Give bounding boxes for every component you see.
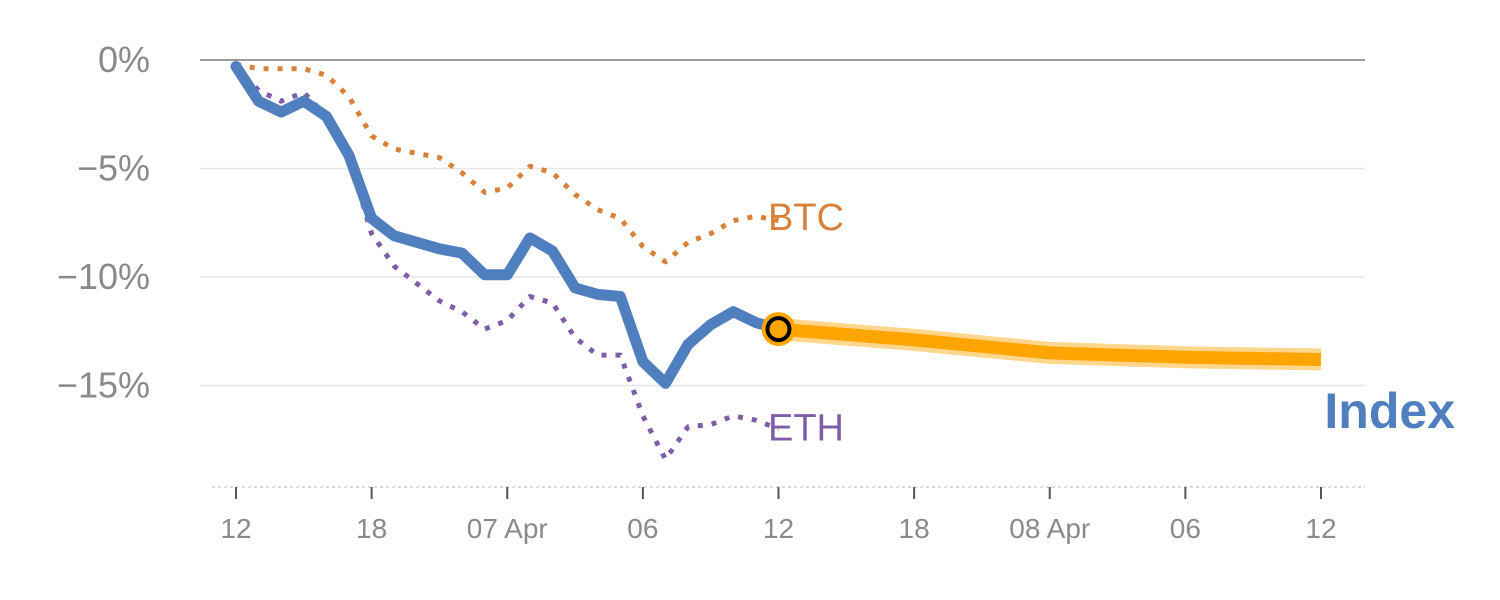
series-line-btc [235,61,779,265]
x-tick-label: 06 [627,513,658,544]
series-line-index [230,61,784,389]
y-tick-label: 0% [98,39,150,80]
y-tick-label: −10% [57,256,150,297]
x-tick-label: 08 Apr [1009,513,1090,544]
forecast [761,312,1322,371]
series-label-index: Index [1324,383,1455,439]
x-tick-label: 18 [899,513,930,544]
y-tick-label: −15% [57,365,150,406]
x-tick-label: 07 Apr [467,513,548,544]
series-label-btc: BTC [768,197,844,239]
x-tick-label: 12 [763,513,794,544]
x-tick-label: 12 [1305,513,1336,544]
grid-lines [200,59,1365,387]
x-tick-label: 12 [220,513,251,544]
marker-point [765,316,792,343]
y-tick-label: −5% [77,148,150,189]
axes: 0% −5% −10% −15% 12 18 07 Apr 06 12 18 08 Apr 06 12 [57,39,1365,544]
x-tick-label: 06 [1170,513,1201,544]
series-line-eth [234,64,780,462]
series-label-eth: ETH [768,408,844,450]
series-labels: BTC ETH Index [768,197,1455,449]
x-tick-label: 18 [356,513,387,544]
forecast-line [777,322,1322,366]
series-lines [230,61,784,462]
